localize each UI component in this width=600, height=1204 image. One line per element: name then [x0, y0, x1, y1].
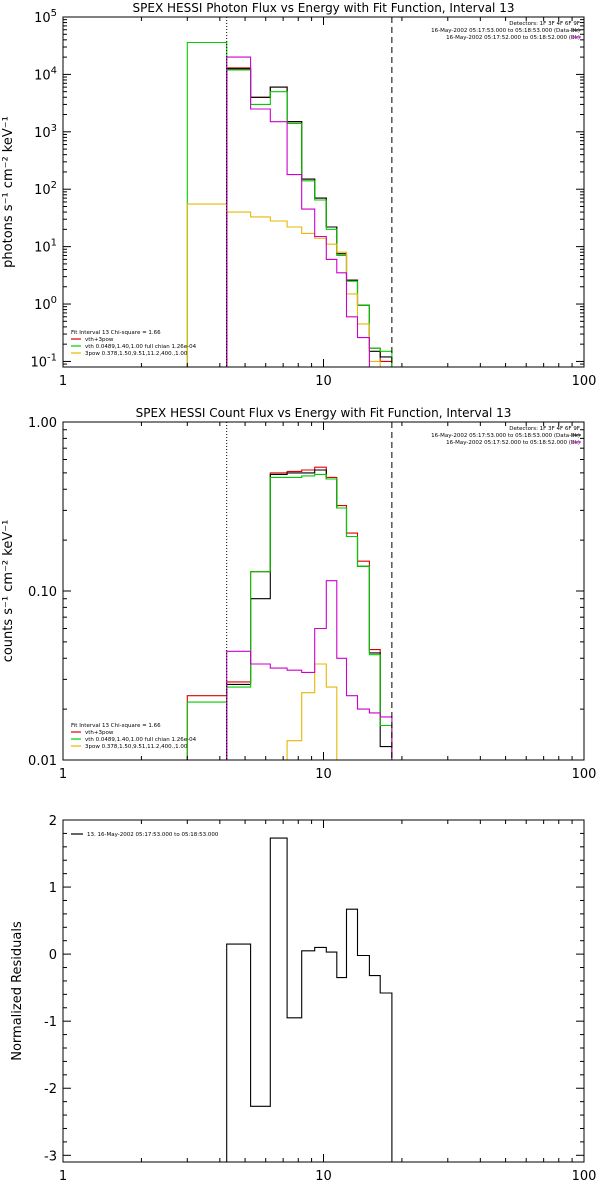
series-line-1: [186, 466, 393, 760]
y-tick-label-exponent: 0: [51, 295, 57, 306]
x-tick-label: 10: [315, 374, 332, 389]
y-tick-label-base: 10: [34, 11, 51, 26]
info-line-3: 16-May-2002 05:17:52.000 to 05:18:52.000…: [446, 35, 580, 41]
x-tick-label: 1: [59, 1169, 67, 1184]
x-tick-label: 10: [315, 1169, 332, 1184]
legend-label-2: vth 0.0489,1.40,1.00 full chian 1.26e-04: [85, 344, 197, 350]
y-tick-label: 0.01: [28, 754, 57, 769]
y-tick-label-exponent: 3: [51, 123, 57, 134]
series-line-4: [186, 203, 392, 367]
y-tick-label-exponent: 2: [51, 180, 57, 191]
x-tick-label: 100: [572, 1169, 597, 1184]
series-line-5: [226, 56, 392, 367]
y-tick-label-base: 10: [34, 183, 51, 198]
series-line-5: [226, 580, 393, 760]
y-tick-label-exponent: -1: [47, 352, 57, 363]
y-tick-label: 103: [34, 123, 57, 141]
y-tick-label: -2: [44, 1082, 57, 1097]
y-tick-label: 1: [49, 881, 57, 896]
plot-area: [186, 422, 393, 760]
series-line-4: [286, 663, 347, 760]
chart-title: SPEX HESSI Count Flux vs Energy with Fit…: [136, 406, 512, 420]
y-tick-label: 102: [34, 180, 57, 198]
y-tick-label-exponent: 1: [51, 238, 57, 249]
series-line-3: [186, 41, 393, 367]
series-line-2: [226, 68, 393, 367]
plot-frame: [62, 421, 585, 761]
y-tick-label: 10-1: [30, 352, 57, 370]
x-tick-label: 100: [572, 767, 597, 782]
series-line-2: [226, 469, 393, 760]
chart-title: SPEX HESSI Photon Flux vs Energy with Fi…: [133, 1, 515, 15]
legend-title: Fit Interval 13 Chi-square = 1.66: [71, 723, 161, 729]
y-tick-label-exponent: 5: [51, 8, 57, 19]
y-tick-label: 105: [34, 8, 57, 26]
info-line-1: Detectors: 1F 3F 4F 6F 9F: [509, 426, 580, 432]
info-line-2: 16-May-2002 05:17:53.000 to 05:18:53.000…: [431, 28, 580, 34]
y-tick-label-base: 10: [34, 126, 51, 141]
info-line-1: Detectors: 1F 3F 4F 6F 9F: [509, 21, 580, 27]
y-tick-label-base: 10: [34, 68, 51, 83]
y-tick-label: 2: [49, 814, 57, 829]
plot-area: [186, 17, 393, 367]
legend-label-3: 3pow 0.378,1.50,9.51,11.2,400.,1.00: [85, 351, 188, 357]
y-tick-label: -1: [44, 1015, 57, 1030]
panel-1: SPEX HESSI Photon Flux vs Energy with Fi…: [1, 1, 597, 389]
series-line-3: [186, 473, 393, 760]
y-tick-label: -3: [44, 1149, 57, 1164]
series-line-1: [226, 837, 393, 1162]
y-axis-label: Normalized Residuals: [10, 921, 25, 1061]
legend-label-3: 3pow 0.378,1.50,9.51,11.2,400.,1.00: [85, 744, 188, 750]
y-tick-label: 100: [34, 295, 57, 313]
series-line-1: [226, 67, 393, 367]
info-line-2: 16-May-2002 05:17:53.000 to 05:18:53.000…: [431, 433, 580, 439]
y-tick-label: 0.10: [28, 585, 57, 600]
legend-title: Fit Interval 13 Chi-square = 1.66: [71, 330, 161, 336]
x-tick-label: 1: [59, 374, 67, 389]
legend-label-1: vth+3pow: [85, 730, 114, 736]
y-axis-label: photons s⁻¹ cm⁻² keV⁻¹: [1, 116, 16, 268]
legend-label-2: vth 0.0489,1.40,1.00 full chian 1.26e-04: [85, 737, 197, 743]
plot-frame: [62, 16, 585, 368]
y-tick-label-base: 10: [34, 298, 51, 313]
y-tick-label-base: 10: [30, 355, 47, 370]
y-tick-label: 1.00: [28, 416, 57, 431]
info-line-3: 16-May-2002 05:17:52.000 to 05:18:52.000…: [446, 440, 580, 446]
x-tick-label: 1: [59, 767, 67, 782]
y-tick-label: 0: [49, 948, 57, 963]
plot-area: [226, 837, 393, 1162]
plot-frame: [62, 819, 585, 1163]
y-axis-label: counts s⁻¹ cm⁻² keV⁻¹: [1, 520, 16, 663]
x-tick-label: 100: [572, 374, 597, 389]
y-tick-label-exponent: 4: [51, 65, 57, 76]
x-tick-label: 10: [315, 767, 332, 782]
y-tick-label-base: 10: [34, 241, 51, 256]
y-tick-label: 104: [34, 65, 57, 83]
panel-2: SPEX HESSI Count Flux vs Energy with Fit…: [1, 406, 597, 782]
legend-label-1: vth+3pow: [85, 337, 114, 343]
legend-label-1: 13. 16-May-2002 05:17:53.000 to 05:18:53…: [87, 832, 219, 838]
y-tick-label: 101: [34, 238, 57, 256]
